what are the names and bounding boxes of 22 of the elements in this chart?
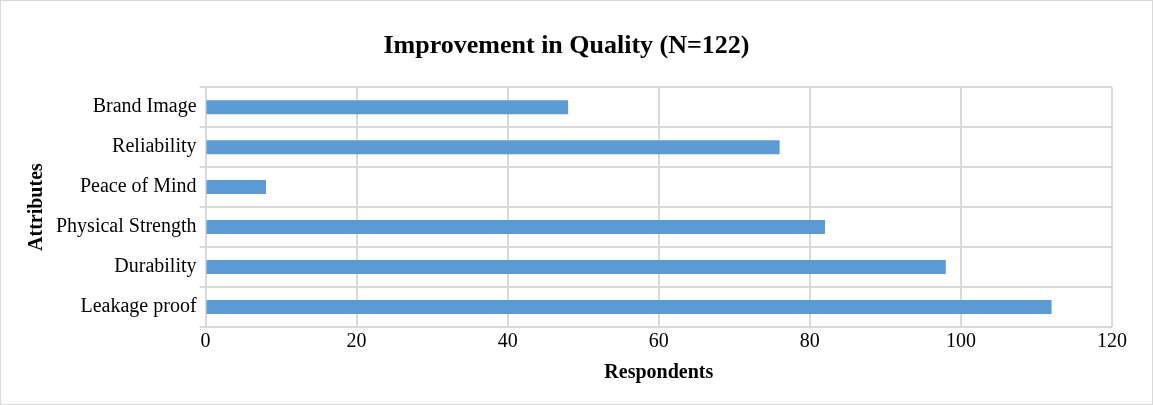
- x-tick-label: 40: [497, 329, 518, 352]
- y-tick-label: Peace of Mind: [79, 174, 197, 197]
- y-axis-title: Attributes: [24, 163, 47, 251]
- x-tick-label: 0: [200, 329, 211, 352]
- x-tick-label: 20: [346, 329, 367, 352]
- bar: [206, 260, 946, 275]
- y-tick-label: Reliability: [112, 134, 197, 158]
- bar: [206, 100, 569, 115]
- bar: [206, 180, 266, 195]
- y-tick-label: Durability: [114, 254, 197, 278]
- bar: [206, 300, 1052, 315]
- bar: [206, 140, 780, 155]
- x-tick-label: 80: [799, 329, 820, 352]
- x-tick-label: 100: [945, 329, 976, 352]
- bar: [206, 220, 825, 235]
- x-tick-label: 60: [648, 329, 669, 352]
- x-tick-label: 120: [1097, 329, 1127, 352]
- chart-title: Improvement in Quality (N=122): [383, 30, 750, 60]
- y-tick-label: Brand Image: [92, 94, 197, 118]
- x-axis-title: Respondents: [604, 360, 714, 384]
- y-tick-label: Physical Strength: [56, 214, 197, 238]
- y-tick-label: Leakage proof: [80, 294, 197, 318]
